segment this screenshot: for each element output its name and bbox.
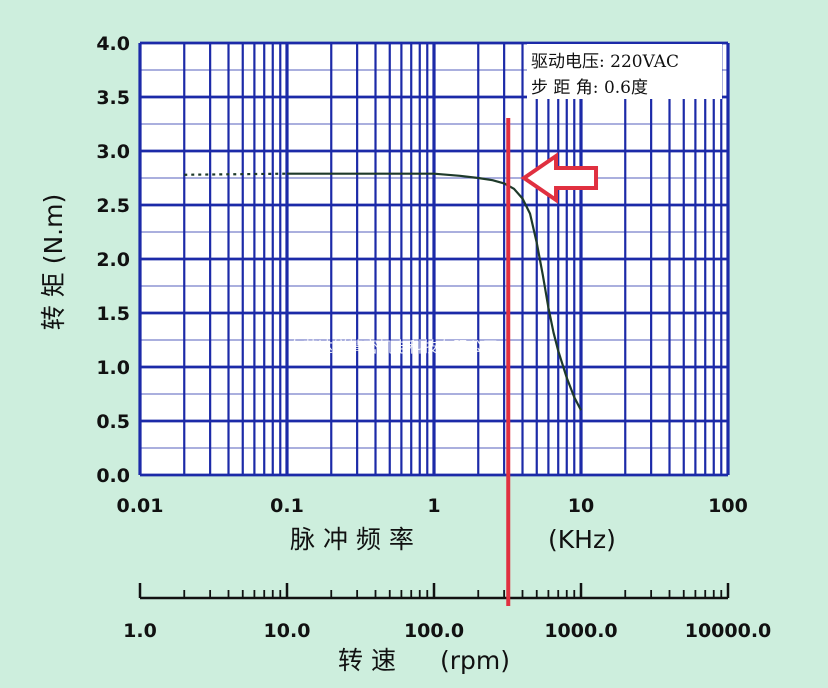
rpm-tick-label: 100.0 [404,620,464,642]
curve-layer [184,172,582,411]
rpm-tick-label: 1000.0 [544,620,617,642]
x-tick-label: 0.1 [270,495,304,517]
x-tick-label: 10 [568,495,594,517]
x-axis-unit: (KHz) [548,525,616,554]
y-axis-label: 转 矩 (N.m) [39,194,68,330]
legend: 驱动电压: 220VAC 步 距 角: 0.6度 [527,44,722,99]
rpm-tick-label: 10000.0 [685,620,772,642]
arrow-annotation [520,152,599,204]
rpm-tick-label: 1.0 [123,620,157,642]
legend-line-2: 步 距 角: 0.6度 [531,78,648,98]
legend-line-1: 驱动电压: 220VAC [531,52,679,72]
rpm-axis: 1.0 10.0 100.0 1000.0 10000.0 [123,583,771,642]
y-tick-label: 2.0 [96,249,130,271]
y-tick-label: 1.0 [96,357,130,379]
x-tick-label: 100 [708,495,748,517]
torque-curve [287,172,582,411]
x-axis-label: 脉 冲 频 率 [290,525,414,554]
y-tick-label: 0.0 [96,465,130,487]
y-tick-label: 2.5 [96,195,130,217]
rpm-axis-label: 转 速 [338,646,396,675]
tick-labels: 0.0 0.5 1.0 1.5 2.0 2.5 3.0 3.5 4.0 0.01 0.1 1 10 100 [96,33,748,517]
y-tick-label: 1.5 [96,303,130,325]
grid [138,41,730,477]
axis-titles: 转 矩 (N.m) 脉 冲 频 率 (KHz) [39,194,616,554]
watermark-text: 东莞达锐精密机电科技有限公司 [288,338,498,356]
x-tick-label: 1 [427,495,440,517]
annotations [506,118,599,606]
rpm-axis-unit: (rpm) [440,646,510,675]
y-tick-label: 4.0 [96,33,130,55]
y-tick-label: 3.0 [96,141,130,163]
x-tick-label: 0.01 [117,495,164,517]
watermark: 东莞达锐精密机电科技有限公司 [288,338,498,356]
rpm-axis-titles: 转 速 (rpm) [338,646,510,675]
rpm-tick-label: 10.0 [264,620,311,642]
curve-extrapolated [184,172,288,176]
y-tick-label: 0.5 [96,411,130,433]
legend-background [527,44,722,99]
y-tick-label: 3.5 [96,87,130,109]
